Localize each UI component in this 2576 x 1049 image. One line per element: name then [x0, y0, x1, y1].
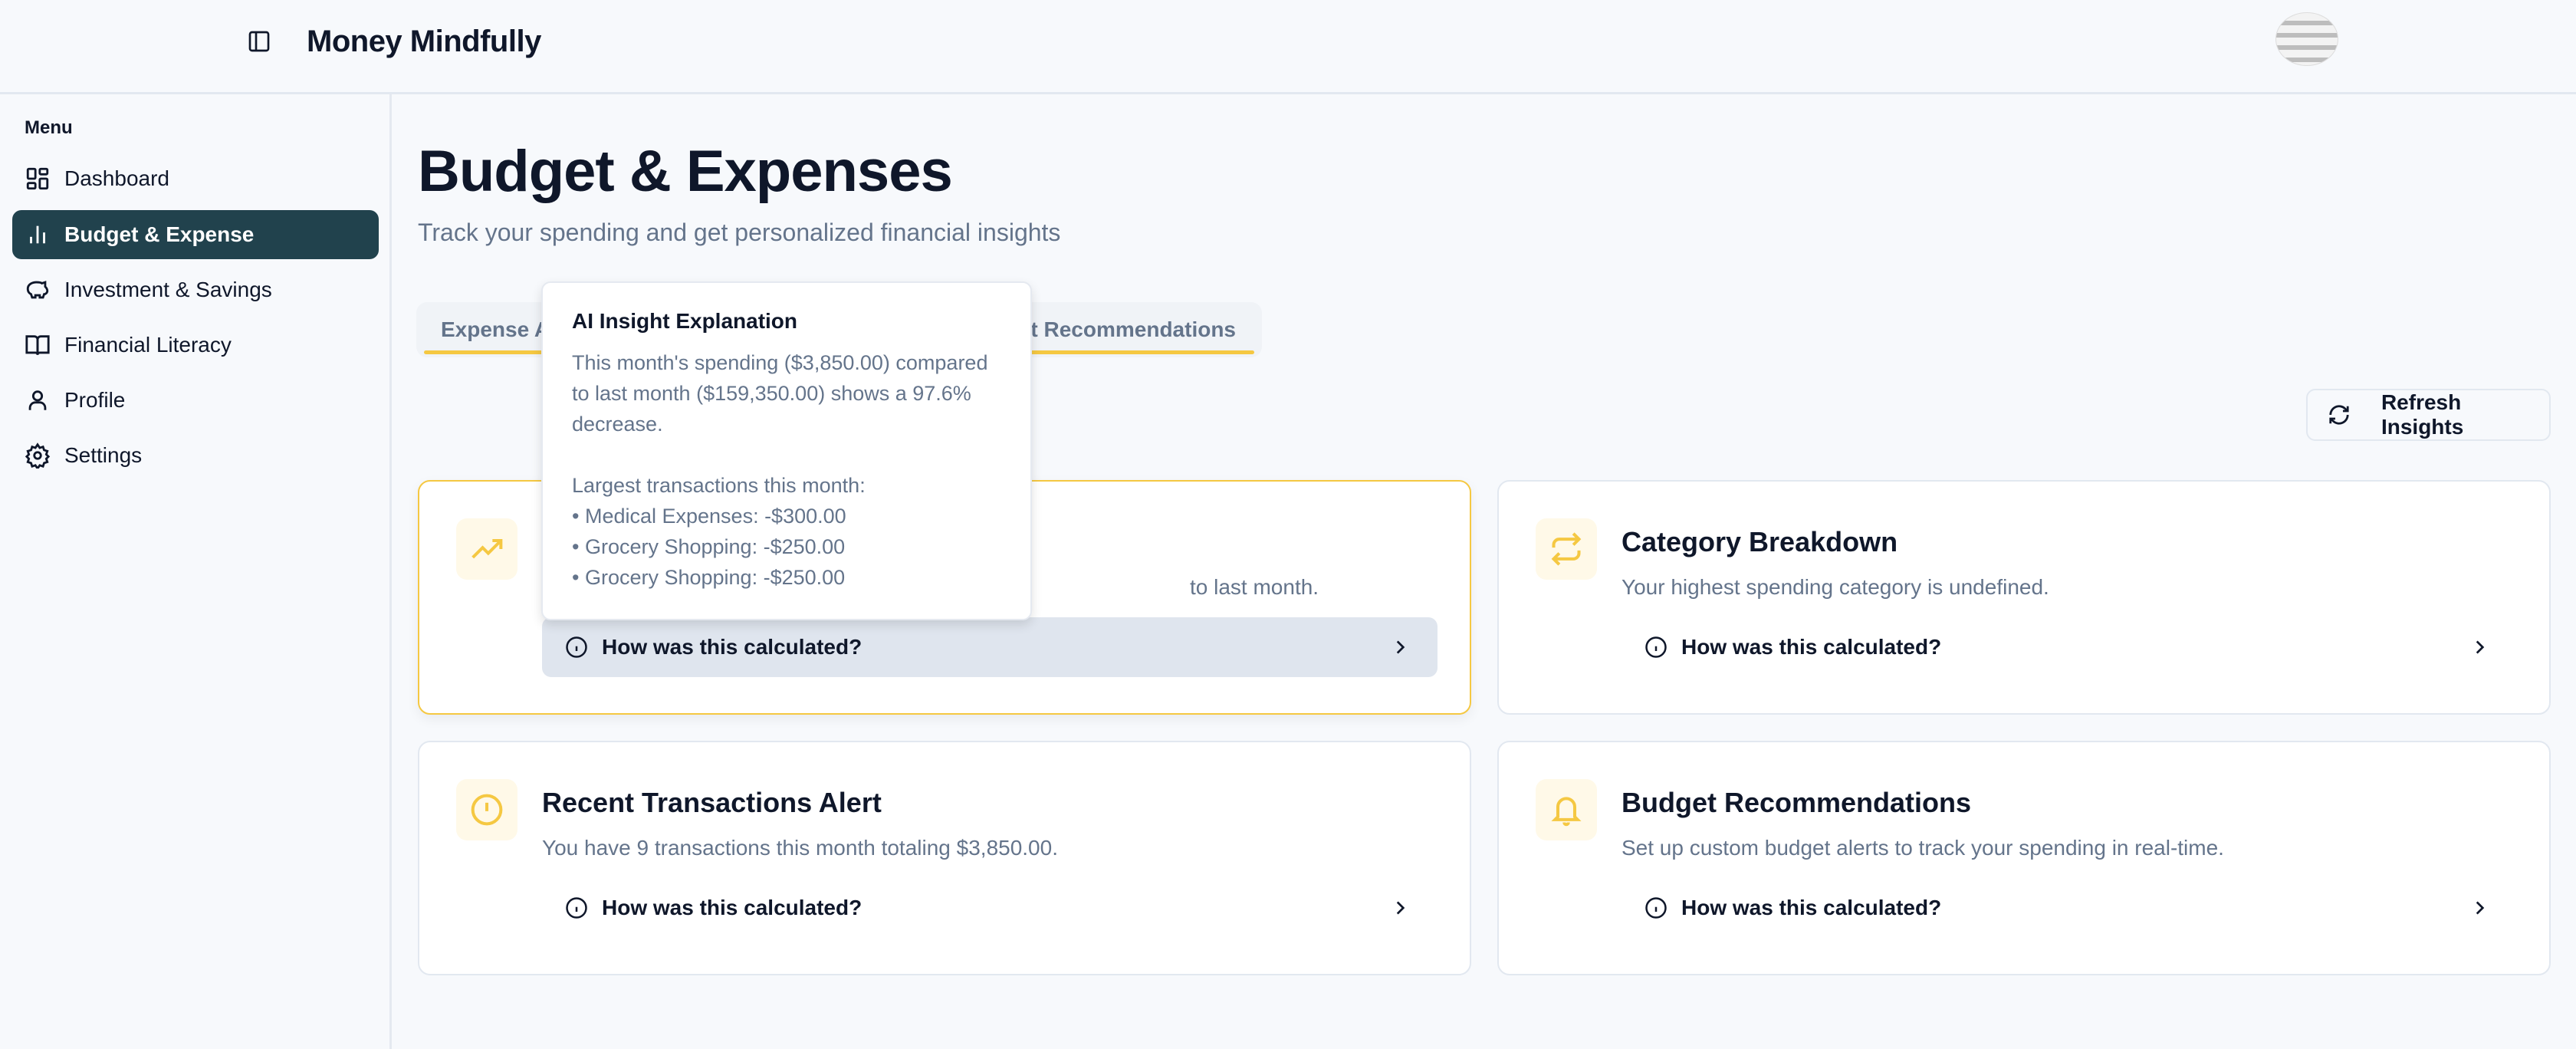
insight-card-budget-recommendations: Budget Recommendations Set up custom bud… — [1497, 741, 2551, 975]
sidebar-item-settings[interactable]: Settings — [12, 431, 379, 480]
how-calculated-label: How was this calculated? — [1681, 896, 1942, 919]
info-icon — [566, 897, 587, 919]
refresh-label: Refresh Insights — [2380, 390, 2464, 439]
page-title: Budget & Expenses — [418, 139, 953, 204]
card-title: Recent Transactions Alert — [542, 787, 882, 818]
sidebar-item-budget-expense[interactable]: Budget & Expense — [12, 210, 379, 259]
info-icon — [1645, 636, 1667, 658]
trending-up-icon — [472, 538, 503, 559]
sidebar: Menu Dashboard Budget & Expense Investme… — [0, 94, 392, 1049]
how-calculated-button[interactable]: How was this calculated? — [542, 617, 1438, 677]
refresh-icon — [2329, 405, 2349, 425]
tooltip-line: Largest transactions this month: — [572, 474, 866, 497]
icon-box — [1536, 518, 1597, 580]
alert-circle-icon — [471, 794, 503, 826]
icon-box — [1536, 779, 1597, 840]
piggy-bank-icon — [26, 281, 49, 299]
tooltip-line: to last month ($159,350.00) shows a 97.6… — [572, 382, 971, 405]
sidebar-item-label: Budget & Expense — [64, 222, 255, 246]
chevron-right-icon — [1396, 901, 1405, 915]
how-calculated-label: How was this calculated? — [1681, 635, 1942, 659]
sidebar-item-label: Settings — [64, 443, 143, 467]
insight-card-recent-transactions: Recent Transactions Alert You have 9 tra… — [418, 741, 1471, 975]
card-description: You have 9 transactions this month total… — [542, 836, 1058, 860]
tooltip-line: • Medical Expenses: -$300.00 — [572, 505, 846, 528]
how-calculated-label: How was this calculated? — [602, 635, 863, 659]
book-icon — [25, 335, 50, 356]
sidebar-item-label: Profile — [64, 388, 126, 412]
card-title: Category Breakdown — [1622, 526, 1898, 557]
how-calculated-label: How was this calculated? — [602, 896, 863, 919]
sidebar-item-label: Investment & Savings — [64, 278, 272, 301]
top-header: Money Mindfully — [0, 0, 2576, 94]
sidebar-item-label: Financial Literacy — [64, 333, 232, 357]
card-title: Budget Recommendations — [1622, 787, 1972, 818]
sidebar-item-label: Dashboard — [64, 166, 169, 190]
user-icon — [28, 390, 47, 410]
sidebar-item-dashboard[interactable]: Dashboard — [12, 154, 379, 203]
insight-card-category-breakdown: Category Breakdown Your highest spending… — [1497, 480, 2551, 715]
tab-expense-analysis[interactable]: Expense A — [441, 317, 550, 341]
chevron-right-icon — [2476, 640, 2485, 654]
chevron-right-icon — [2476, 901, 2485, 915]
card-description: Set up custom budget alerts to track you… — [1622, 836, 2224, 860]
sidebar-item-investment-savings[interactable]: Investment & Savings — [12, 265, 379, 314]
icon-box — [456, 518, 518, 580]
tooltip-line: decrease. — [572, 413, 663, 436]
how-calculated-button[interactable]: How was this calculated? — [542, 878, 1438, 938]
info-icon — [566, 636, 587, 658]
bar-chart-icon — [30, 225, 45, 244]
tooltip-line: This month's spending ($3,850.00) compar… — [572, 351, 988, 374]
info-icon — [1645, 897, 1667, 919]
bell-icon — [1551, 797, 1582, 827]
icon-box — [456, 779, 518, 840]
tab-recommendations[interactable]: ct Recommendations — [1018, 317, 1236, 341]
gear-icon — [25, 442, 51, 469]
refresh-insights-button[interactable]: Refresh Insights — [2306, 389, 2551, 441]
page-subtitle: Track your spending and get personalized… — [418, 219, 1061, 246]
tooltip-line: • Grocery Shopping: -$250.00 — [572, 566, 846, 589]
chevron-right-icon — [1396, 640, 1405, 654]
menu-label: Menu — [25, 117, 73, 138]
ai-insight-tooltip: AI Insight Explanation This month's spen… — [541, 281, 1032, 620]
sidebar-item-financial-literacy[interactable]: Financial Literacy — [12, 321, 379, 370]
card-description: to last month. — [1190, 575, 1319, 599]
dashboard-icon — [26, 167, 49, 190]
card-description: Your highest spending category is undefi… — [1622, 575, 2049, 599]
how-calculated-button[interactable]: How was this calculated? — [1622, 878, 2517, 938]
sidebar-item-profile[interactable]: Profile — [12, 376, 379, 425]
tooltip-title: AI Insight Explanation — [572, 309, 798, 333]
how-calculated-button[interactable]: How was this calculated? — [1622, 617, 2517, 677]
tooltip-spacer — [572, 439, 1001, 470]
repeat-icon — [1551, 532, 1582, 566]
app-title: Money Mindfully — [307, 25, 541, 58]
sidebar-toggle-icon[interactable] — [247, 29, 271, 54]
tooltip-line: • Grocery Shopping: -$250.00 — [572, 535, 846, 558]
avatar[interactable] — [2275, 12, 2338, 66]
